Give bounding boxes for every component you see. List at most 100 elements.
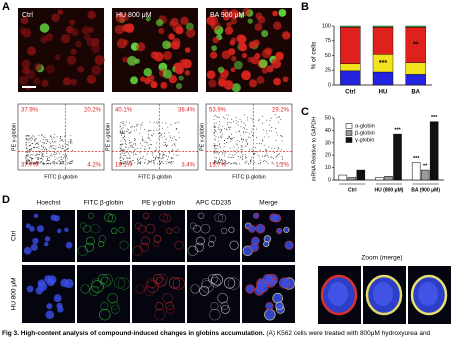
event-dot bbox=[251, 128, 253, 130]
event-dot bbox=[50, 155, 52, 156]
event-dot bbox=[171, 160, 173, 162]
event-dot bbox=[141, 145, 143, 147]
event-dot bbox=[36, 161, 38, 163]
event-dot bbox=[224, 162, 226, 164]
event-dot bbox=[119, 154, 121, 156]
event-dot bbox=[146, 153, 148, 155]
event-dot bbox=[217, 161, 219, 163]
cell bbox=[19, 27, 27, 35]
event-dot bbox=[30, 148, 32, 150]
cell bbox=[180, 16, 189, 26]
cell bbox=[80, 284, 90, 294]
cell bbox=[144, 285, 155, 296]
event-dot bbox=[42, 163, 44, 165]
event-dot bbox=[230, 141, 232, 142]
bar bbox=[384, 176, 393, 181]
cell bbox=[160, 81, 168, 89]
cell bbox=[100, 302, 109, 311]
event-dot bbox=[51, 136, 53, 138]
event-dot bbox=[40, 162, 42, 164]
event-dot bbox=[49, 159, 50, 161]
event-dot bbox=[162, 155, 164, 157]
y-axis-label: PE γ-globin bbox=[199, 123, 205, 151]
event-dot bbox=[264, 156, 266, 158]
cell bbox=[45, 64, 55, 74]
event-dot bbox=[122, 127, 124, 129]
cell bbox=[254, 52, 261, 59]
bar-segment bbox=[405, 62, 426, 75]
event-dot bbox=[140, 162, 142, 164]
event-dot bbox=[245, 131, 247, 133]
event-dot bbox=[161, 162, 163, 164]
event-dot bbox=[157, 156, 159, 158]
cell bbox=[46, 303, 53, 310]
event-dot bbox=[121, 162, 123, 164]
event-dot bbox=[229, 162, 230, 164]
event-dot bbox=[241, 146, 243, 148]
event-dot bbox=[152, 154, 154, 156]
event-dot bbox=[216, 115, 218, 117]
event-dot bbox=[50, 134, 52, 136]
event-dot bbox=[41, 150, 43, 152]
cell bbox=[263, 240, 270, 248]
event-dot bbox=[261, 143, 263, 145]
event-dot bbox=[138, 158, 140, 160]
event-dot bbox=[120, 163, 122, 165]
event-dot bbox=[151, 159, 153, 161]
event-dot bbox=[25, 135, 27, 137]
event-dot bbox=[124, 152, 125, 154]
event-dot bbox=[226, 163, 228, 165]
event-dot bbox=[259, 159, 261, 161]
event-dot bbox=[128, 140, 130, 141]
legend-swatch bbox=[345, 123, 353, 129]
event-dot bbox=[253, 151, 255, 152]
cell bbox=[220, 304, 230, 314]
event-dot bbox=[164, 144, 166, 146]
event-dot bbox=[126, 163, 127, 165]
event-dot bbox=[213, 162, 215, 164]
event-dot bbox=[139, 161, 141, 163]
cell bbox=[252, 39, 260, 47]
event-dot bbox=[147, 162, 149, 164]
event-dot bbox=[216, 148, 218, 150]
event-dot bbox=[149, 121, 151, 123]
cell bbox=[141, 236, 150, 246]
cell bbox=[143, 212, 150, 219]
event-dot bbox=[169, 152, 170, 154]
event-dot bbox=[137, 162, 139, 164]
cell bbox=[53, 215, 61, 222]
event-dot bbox=[47, 156, 49, 158]
event-dot bbox=[70, 139, 72, 140]
event-dot bbox=[150, 144, 152, 145]
event-dot bbox=[65, 143, 67, 145]
event-dot bbox=[130, 127, 132, 129]
event-dot bbox=[246, 138, 248, 140]
event-dot bbox=[149, 139, 151, 141]
event-dot bbox=[56, 152, 58, 154]
cell bbox=[175, 26, 184, 35]
event-dot bbox=[64, 158, 66, 160]
cell bbox=[276, 227, 283, 235]
event-dot bbox=[48, 163, 50, 165]
event-dot bbox=[142, 157, 144, 159]
event-dot bbox=[226, 129, 228, 131]
bar bbox=[347, 177, 357, 181]
event-dot bbox=[277, 147, 279, 148]
event-dot bbox=[43, 146, 45, 148]
event-dot bbox=[277, 149, 279, 151]
cell bbox=[241, 52, 248, 59]
event-dot bbox=[136, 148, 138, 149]
event-dot bbox=[34, 163, 36, 165]
event-dot bbox=[61, 162, 63, 164]
event-dot bbox=[270, 117, 272, 119]
event-dot bbox=[222, 152, 223, 154]
x-tick-label: BA (900 μM) bbox=[411, 187, 440, 193]
cell bbox=[172, 277, 185, 290]
event-dot bbox=[122, 137, 124, 139]
event-dot bbox=[247, 116, 249, 118]
event-dot bbox=[215, 131, 217, 133]
cell bbox=[155, 302, 164, 311]
event-dot bbox=[129, 131, 131, 133]
legend-label: α-globin bbox=[355, 123, 375, 129]
event-dot bbox=[123, 158, 125, 159]
